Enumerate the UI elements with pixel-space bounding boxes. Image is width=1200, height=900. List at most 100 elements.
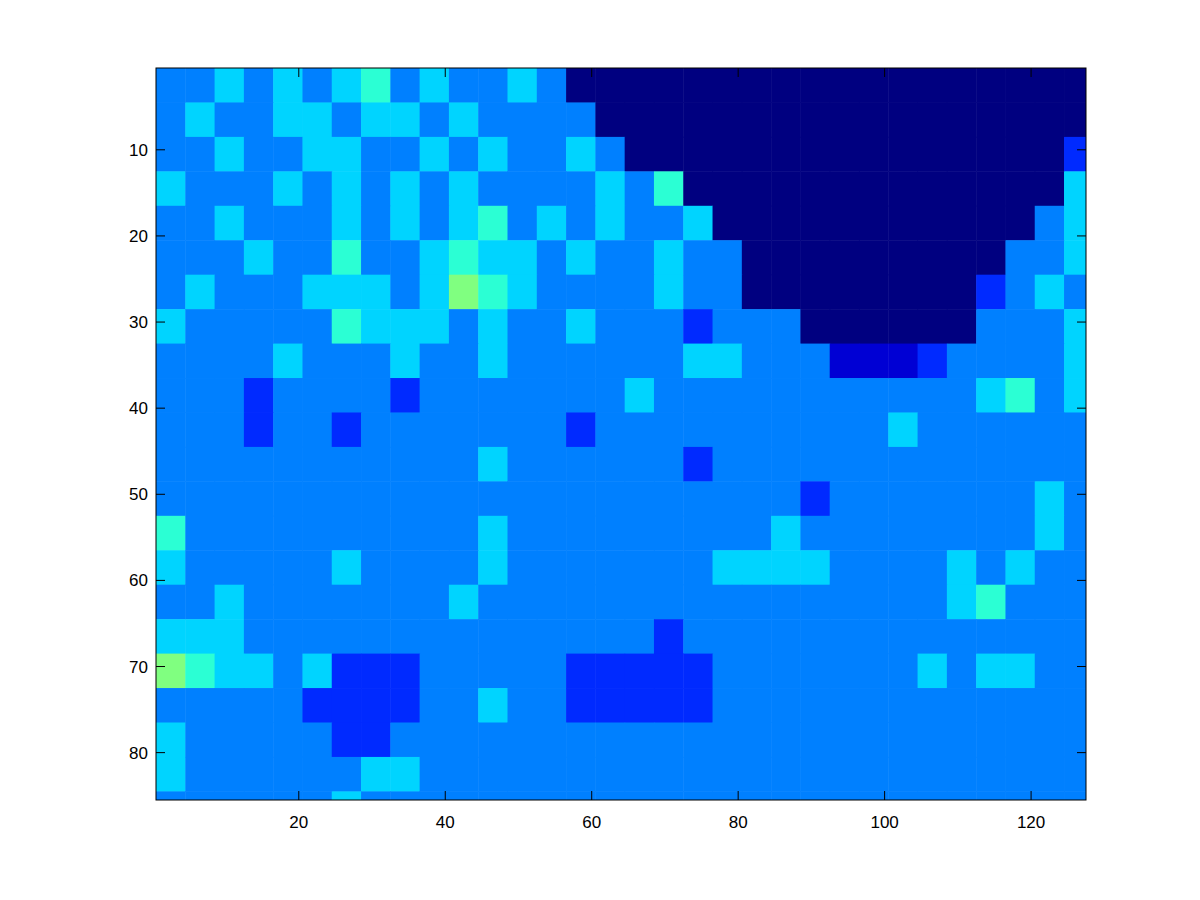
heatmap-cell [859,447,889,482]
heatmap-cell [771,619,801,654]
heatmap-cell [215,412,245,447]
heatmap-cell [683,344,713,379]
heatmap-cell [390,171,420,206]
heatmap-cell [654,275,684,310]
heatmap-cell [625,481,655,516]
heatmap-cell [478,412,508,447]
y-tick-label: 10 [129,141,148,160]
heatmap-cell [742,516,772,551]
heatmap-cell [625,757,655,792]
heatmap-cell [390,378,420,413]
heatmap-cell [215,275,245,310]
heatmap-cell [420,722,450,757]
heatmap-cell [156,654,186,689]
heatmap-cell [449,275,479,310]
heatmap-cell [185,585,215,620]
heatmap-cell [625,688,655,723]
heatmap-cell [683,722,713,757]
heatmap-cell [713,378,743,413]
x-tick-label: 60 [582,813,601,832]
heatmap-cell [713,481,743,516]
heatmap-cell [420,240,450,275]
heatmap-cell [654,619,684,654]
heatmap-cell [478,137,508,172]
heatmap-cell [185,344,215,379]
heatmap-cell [185,619,215,654]
heatmap-cell [771,412,801,447]
heatmap-cell [215,447,245,482]
heatmap-cell [918,171,948,206]
heatmap-cell [449,344,479,379]
heatmap-cell [361,344,391,379]
heatmap-cell [244,447,274,482]
heatmap-cell [537,550,567,585]
heatmap-cell [273,275,303,310]
heatmap-cell [1035,516,1065,551]
heatmap-cell [888,447,918,482]
heatmap-cell [800,309,830,344]
x-tick [1031,791,1032,800]
heatmap-cell [302,654,332,689]
heatmap-cell [507,447,537,482]
heatmap-cell [361,275,391,310]
heatmap-cell [800,137,830,172]
heatmap-cell [156,722,186,757]
heatmap-cell [771,309,801,344]
heatmap-cell [976,791,1006,800]
heatmap-cell [361,791,391,800]
heatmap-cell [800,378,830,413]
heatmap-cell [830,516,860,551]
heatmap-cell [713,722,743,757]
heatmap-cell [947,275,977,310]
heatmap-cell [625,447,655,482]
heatmap-cell [156,309,186,344]
heatmap-cell [800,171,830,206]
heatmap-cell [332,791,362,800]
x-tick-top [1031,68,1032,77]
heatmap-cell [507,585,537,620]
heatmap-cell [771,550,801,585]
x-tick-top [298,68,299,77]
heatmap-cell [800,344,830,379]
heatmap-cell [830,550,860,585]
heatmap-cell [1035,688,1065,723]
heatmap-cell [742,171,772,206]
heatmap-cell [947,68,977,103]
heatmap-cell [771,722,801,757]
heatmap-cell [1035,275,1065,310]
heatmap-cell [244,619,274,654]
x-tick-top [884,68,885,77]
heatmap-cell [654,654,684,689]
heatmap-cell [1035,585,1065,620]
heatmap-cell [185,757,215,792]
heatmap-cell [713,550,743,585]
heatmap-cell [947,309,977,344]
heatmap-cell [244,378,274,413]
heatmap-cell [654,757,684,792]
heatmap-cell [185,447,215,482]
heatmap-cell [332,344,362,379]
heatmap-cell [800,654,830,689]
heatmap-cell [449,619,479,654]
heatmap-cell [361,550,391,585]
heatmap-cell [1005,102,1035,137]
heatmap-cell [713,585,743,620]
heatmap-cell [976,481,1006,516]
heatmap-cell [888,171,918,206]
heatmap-cell [654,137,684,172]
heatmap-cell [683,309,713,344]
heatmap-cell [507,344,537,379]
heatmap-cell [654,585,684,620]
heatmap-cell [947,206,977,241]
heatmap-cell [976,206,1006,241]
heatmap-cell [449,516,479,551]
heatmap-cell [537,654,567,689]
heatmap-cell [361,171,391,206]
heatmap-cell [800,585,830,620]
heatmap-cell [888,206,918,241]
heatmap-cell [1035,447,1065,482]
heatmap-cell [800,447,830,482]
heatmap-cell [1005,240,1035,275]
heatmap-cell [420,791,450,800]
heatmap-cell [742,102,772,137]
